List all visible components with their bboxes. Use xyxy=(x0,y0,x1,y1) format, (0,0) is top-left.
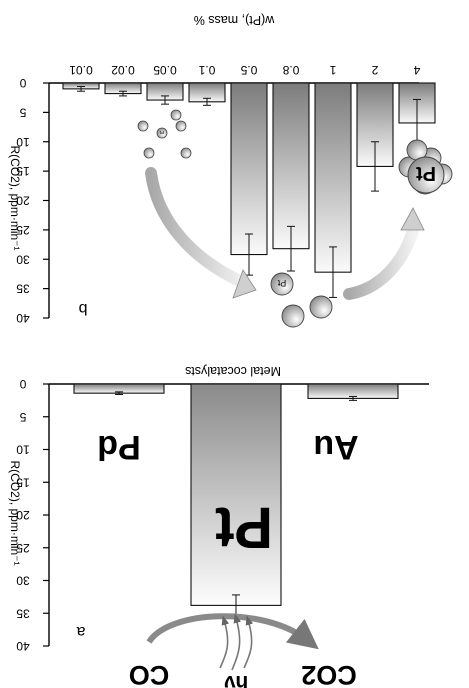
au-label: Au xyxy=(313,428,358,466)
panel-a-title: Metal cocatalysts xyxy=(185,364,281,378)
y-tick-label: 0 xyxy=(19,377,26,391)
category-label: 4 xyxy=(413,63,420,77)
category-label: 0.5 xyxy=(240,63,257,77)
y-tick-label: 10 xyxy=(16,443,30,457)
y-tick-label: 5 xyxy=(19,105,26,119)
category-label: 0.05 xyxy=(153,63,177,77)
light-ray-3 xyxy=(219,615,230,669)
y-tick-label: 10 xyxy=(16,135,30,149)
category-label: 0.02 xyxy=(111,63,135,77)
curved-arrow-small-to-mid xyxy=(145,167,250,289)
bar-0.5 xyxy=(230,82,268,256)
y-tick-label: 15 xyxy=(16,164,30,178)
small-particles: Pt xyxy=(137,109,192,159)
category-label: 0.8 xyxy=(282,63,299,77)
panel-a-panel-label: a xyxy=(76,623,85,640)
bar-1 xyxy=(314,82,352,273)
y-tick-label: 30 xyxy=(16,574,30,588)
co-to-co2-arrow xyxy=(146,613,319,650)
y-tick-label: 35 xyxy=(16,282,30,296)
y-tick-label: 0 xyxy=(19,76,26,90)
panel-b-category-labels: 0.01 0.02 0.05 0.1 0.5 0.8 1 2 4 xyxy=(69,63,420,77)
product-label: CO2 xyxy=(301,660,357,688)
y-tick-label: 25 xyxy=(16,223,30,237)
y-tick-label: 30 xyxy=(16,252,30,266)
light-label: hν xyxy=(224,671,249,688)
mid-particle-label: Pt xyxy=(277,278,286,288)
cluster-particles: Pt xyxy=(398,139,453,195)
y-tick-label: 35 xyxy=(16,606,30,620)
bar-0.8 xyxy=(272,82,310,250)
panel-a: 0 5 10 15 20 25 30 35 40 Metal cocatalysts R(CO2… xyxy=(8,364,429,688)
category-label: 0.1 xyxy=(198,63,215,77)
category-label: 1 xyxy=(329,63,336,77)
small-particle-label: Pt xyxy=(159,130,164,135)
y-tick-label: 40 xyxy=(16,639,30,653)
panel-b-y-ticks: 0 5 10 15 20 25 30 35 40 xyxy=(16,76,49,325)
mid-particles: Pt xyxy=(270,272,333,328)
y-tick-label: 25 xyxy=(16,541,30,555)
cluster-particle-label: Pt xyxy=(416,162,436,184)
y-tick-label: 15 xyxy=(16,475,30,489)
panel-b-title: w(Pt), mass % xyxy=(194,13,276,27)
panel-b: 0 5 10 15 20 25 30 35 40 0.01 0.02 0.05 0.1 0.5 0.8 1 2… xyxy=(8,13,453,328)
panel-a-y-ticks: 0 5 10 15 20 25 30 35 40 xyxy=(16,377,49,653)
panel-a-y-label: R(CO2), ppm·min⁻¹ xyxy=(8,460,22,565)
y-tick-label: 5 xyxy=(19,410,26,424)
reactant-label: CO xyxy=(129,660,170,688)
category-label: 0.01 xyxy=(69,63,93,77)
y-tick-label: 20 xyxy=(16,194,30,208)
panel-b-panel-label: b xyxy=(78,300,87,317)
light-ray-1 xyxy=(243,615,254,669)
panel-b-bars xyxy=(62,82,436,298)
pd-label: Pd xyxy=(97,428,140,466)
panel-a-bars xyxy=(73,383,399,617)
y-tick-label: 20 xyxy=(16,508,30,522)
panel-b-y-label: R(CO2), ppm·min⁻¹ xyxy=(8,145,22,250)
y-tick-label: 40 xyxy=(16,311,30,325)
bar-Pt xyxy=(190,383,282,606)
pt-label: Pt xyxy=(215,495,273,560)
light-ray-2 xyxy=(231,613,241,671)
curved-arrow-mid-to-cluster xyxy=(343,220,420,300)
category-label: 2 xyxy=(371,63,378,77)
